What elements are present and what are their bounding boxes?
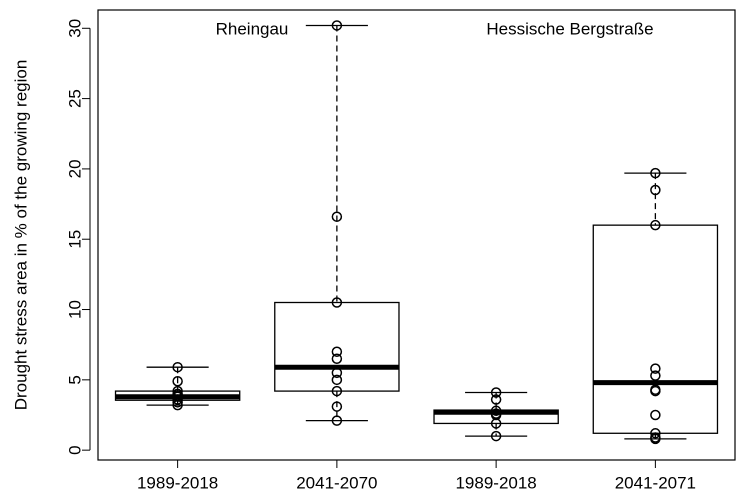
y-tick-label: 15 <box>65 230 84 249</box>
point <box>172 376 183 387</box>
plot-frame <box>97 9 736 461</box>
y-tick-label: 10 <box>65 300 84 319</box>
x-tick-label: 1989-2018 <box>137 473 218 492</box>
point <box>490 394 502 405</box>
point <box>172 385 183 397</box>
annotation: Hessische Bergstraße <box>486 19 653 38</box>
point <box>650 363 661 374</box>
point <box>172 388 183 400</box>
point <box>650 385 661 397</box>
box <box>592 224 719 434</box>
point <box>331 401 343 412</box>
point <box>650 428 661 439</box>
x-tick-label: 2041-2070 <box>296 473 377 492</box>
point <box>331 211 343 222</box>
point <box>331 346 343 357</box>
point <box>331 415 343 426</box>
point <box>490 418 502 429</box>
point <box>650 167 661 179</box>
point <box>650 409 661 421</box>
y-tick-label: 20 <box>65 159 84 178</box>
y-tick-label: 30 <box>65 19 84 38</box>
point <box>490 387 502 398</box>
point <box>331 20 343 31</box>
point <box>331 367 343 379</box>
point <box>331 297 343 308</box>
y-axis-label: Drought stress area in % of the growing … <box>11 60 30 411</box>
y-tick-label: 0 <box>65 445 84 454</box>
point <box>331 374 343 386</box>
y-tick-label: 25 <box>65 89 84 108</box>
y-tick-label: 5 <box>65 375 84 384</box>
point <box>490 430 502 442</box>
point <box>490 405 502 417</box>
point <box>172 361 183 373</box>
x-tick-label: 2041-2071 <box>615 473 696 492</box>
point <box>650 219 661 231</box>
x-tick-label: 1989-2018 <box>455 473 536 492</box>
annotation: Rheingau <box>216 19 289 38</box>
point <box>331 353 343 364</box>
point <box>650 184 661 196</box>
point <box>331 385 343 397</box>
point <box>650 370 661 381</box>
point <box>650 433 661 445</box>
